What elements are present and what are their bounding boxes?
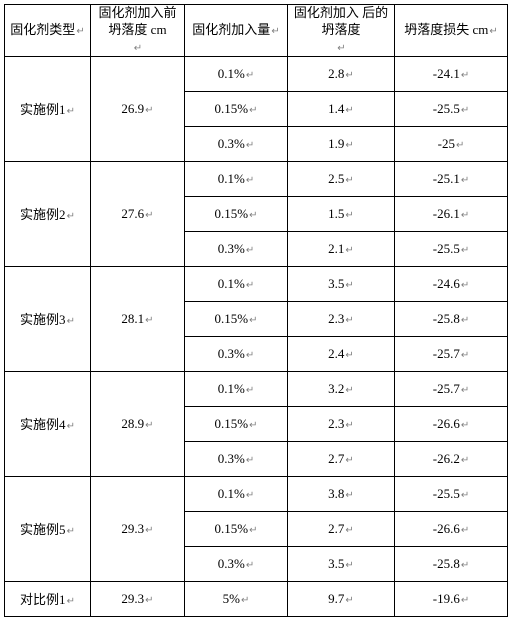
col-header-type: 固化剂类型↵: [5, 5, 91, 57]
cell-loss: -25.5↵: [395, 91, 508, 126]
cell-amount: 0.3%↵: [185, 441, 288, 476]
cell-after: 2.4↵: [288, 336, 395, 371]
cell-type: 实施例3↵: [5, 266, 91, 371]
cell-loss: -26.1↵: [395, 196, 508, 231]
col-header-loss: 坍落度损失 cm↵: [395, 5, 508, 57]
cell-loss: -25.1↵: [395, 161, 508, 196]
cell-type: 实施例4↵: [5, 371, 91, 476]
cell-after: 2.3↵: [288, 301, 395, 336]
cell-amount: 0.15%↵: [185, 301, 288, 336]
cell-after: 2.5↵: [288, 161, 395, 196]
cell-after: 1.4↵: [288, 91, 395, 126]
table-row: 实施例2↵27.6↵0.1%↵2.5↵-25.1↵: [5, 161, 508, 196]
cell-loss: -26.2↵: [395, 441, 508, 476]
cell-loss: -25.5↵: [395, 476, 508, 511]
cell-type: 实施例5↵: [5, 476, 91, 581]
cell-after: 3.2↵: [288, 371, 395, 406]
cell-amount: 0.3%↵: [185, 546, 288, 581]
header-row: 固化剂类型↵ 固化剂加入前 坍落度 cm↵ 固化剂加入量↵ 固化剂加入 后的坍落…: [5, 5, 508, 57]
cell-before: 28.9↵: [91, 371, 185, 476]
cell-loss: -25.5↵: [395, 231, 508, 266]
cell-loss: -25.8↵: [395, 301, 508, 336]
cell-after: 2.8↵: [288, 56, 395, 91]
cell-loss: -24.6↵: [395, 266, 508, 301]
cell-amount: 0.3%↵: [185, 231, 288, 266]
col-header-amount: 固化剂加入量↵: [185, 5, 288, 57]
cell-before: 27.6↵: [91, 161, 185, 266]
cell-after: 1.5↵: [288, 196, 395, 231]
cell-amount: 0.1%↵: [185, 476, 288, 511]
cell-loss: -26.6↵: [395, 406, 508, 441]
cell-amount: 0.1%↵: [185, 56, 288, 91]
cell-loss: -25.7↵: [395, 371, 508, 406]
cell-after: 3.5↵: [288, 546, 395, 581]
cell-after: 2.1↵: [288, 231, 395, 266]
cell-amount: 0.15%↵: [185, 91, 288, 126]
cell-after: 2.7↵: [288, 441, 395, 476]
table-row: 实施例3↵28.1↵0.1%↵3.5↵-24.6↵: [5, 266, 508, 301]
cell-before: 28.1↵: [91, 266, 185, 371]
cell-loss: -26.6↵: [395, 511, 508, 546]
cell-amount: 0.3%↵: [185, 336, 288, 371]
cell-amount: 0.15%↵: [185, 406, 288, 441]
col-header-before: 固化剂加入前 坍落度 cm↵: [91, 5, 185, 57]
cell-loss: -19.6↵: [395, 581, 508, 616]
cell-amount: 0.1%↵: [185, 161, 288, 196]
table-row: 对比例1↵29.3↵5%↵9.7↵-19.6↵: [5, 581, 508, 616]
cell-after: 3.8↵: [288, 476, 395, 511]
cell-type: 对比例1↵: [5, 581, 91, 616]
cell-after: 2.7↵: [288, 511, 395, 546]
cell-before: 26.9↵: [91, 56, 185, 161]
cell-amount: 0.15%↵: [185, 511, 288, 546]
slump-table: 固化剂类型↵ 固化剂加入前 坍落度 cm↵ 固化剂加入量↵ 固化剂加入 后的坍落…: [4, 4, 508, 617]
table-row: 实施例5↵29.3↵0.1%↵3.8↵-25.5↵: [5, 476, 508, 511]
cell-loss: -25↵: [395, 126, 508, 161]
table-row: 实施例1↵26.9↵0.1%↵2.8↵-24.1↵: [5, 56, 508, 91]
cell-after: 9.7↵: [288, 581, 395, 616]
cell-loss: -25.7↵: [395, 336, 508, 371]
cell-loss: -25.8↵: [395, 546, 508, 581]
cell-amount: 5%↵: [185, 581, 288, 616]
cell-loss: -24.1↵: [395, 56, 508, 91]
table-row: 实施例4↵28.9↵0.1%↵3.2↵-25.7↵: [5, 371, 508, 406]
cell-before: 29.3↵: [91, 476, 185, 581]
col-header-after: 固化剂加入 后的坍落度↵: [288, 5, 395, 57]
cell-amount: 0.1%↵: [185, 371, 288, 406]
cell-type: 实施例2↵: [5, 161, 91, 266]
cell-amount: 0.15%↵: [185, 196, 288, 231]
cell-amount: 0.1%↵: [185, 266, 288, 301]
cell-after: 2.3↵: [288, 406, 395, 441]
cell-before: 29.3↵: [91, 581, 185, 616]
cell-amount: 0.3%↵: [185, 126, 288, 161]
cell-after: 1.9↵: [288, 126, 395, 161]
cell-type: 实施例1↵: [5, 56, 91, 161]
cell-after: 3.5↵: [288, 266, 395, 301]
